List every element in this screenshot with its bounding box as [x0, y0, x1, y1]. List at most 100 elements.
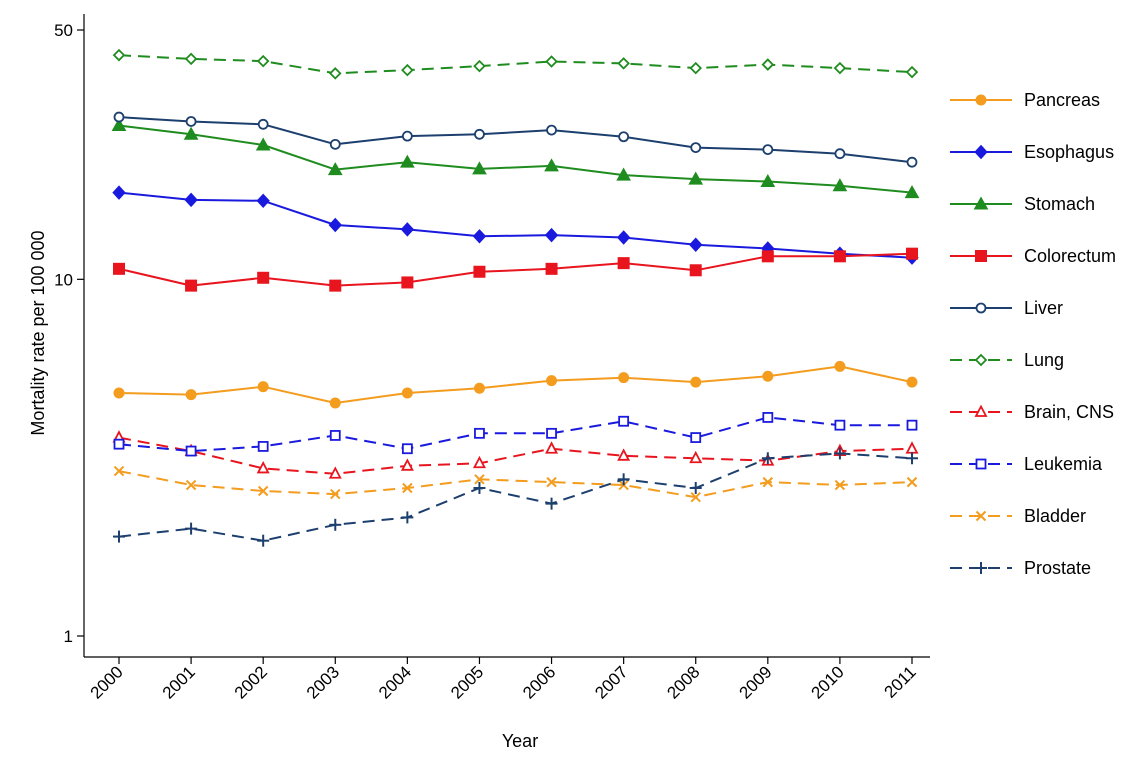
legend-label-brain-cns: Brain, CNS — [1024, 402, 1114, 422]
legend-marker-bladder — [975, 510, 987, 522]
series-lung — [112, 48, 919, 80]
series-colorectum — [113, 247, 918, 292]
legend-marker-leukemia — [975, 458, 987, 470]
point-lung — [112, 48, 126, 62]
point-bladder — [257, 485, 269, 497]
legend-label-bladder: Bladder — [1024, 506, 1086, 526]
point-stomach — [832, 178, 848, 192]
legend-marker-prostate — [975, 562, 987, 574]
x-tick-label: 2008 — [663, 662, 703, 702]
point-liver — [113, 111, 125, 123]
legend-item-prostate: Prostate — [950, 558, 1091, 578]
legend-marker-lung — [974, 353, 988, 367]
point-leukemia — [690, 432, 702, 443]
point-brain-cns — [256, 460, 270, 474]
x-tick-label: 2009 — [735, 662, 775, 702]
point-prostate — [257, 534, 270, 547]
legend-label-esophagus: Esophagus — [1024, 142, 1114, 162]
point-stomach — [616, 167, 631, 181]
series-line-liver — [118, 116, 913, 164]
legend-item-liver: Liver — [950, 298, 1063, 318]
point-prostate — [833, 447, 846, 460]
point-colorectum — [113, 262, 125, 275]
point-prostate — [113, 530, 125, 543]
point-colorectum — [401, 276, 414, 289]
point-pancreas — [762, 370, 774, 382]
point-leukemia — [113, 438, 125, 450]
x-tick-label: 2003 — [303, 662, 343, 702]
series-esophagus — [112, 185, 919, 265]
legend-item-leukemia: Leukemia — [950, 454, 1103, 474]
y-tick-label: 10 — [54, 270, 73, 289]
point-liver — [690, 142, 702, 154]
point-colorectum — [617, 257, 630, 270]
point-lung — [473, 59, 486, 73]
series-line-lung — [118, 54, 913, 75]
legend-label-colorectum: Colorectum — [1024, 246, 1116, 266]
point-esophagus — [616, 230, 631, 245]
legend-item-esophagus: Esophagus — [950, 142, 1114, 162]
point-leukemia — [906, 419, 918, 431]
series-layer — [111, 48, 920, 547]
point-lung — [184, 52, 198, 66]
series-prostate — [113, 447, 918, 547]
point-leukemia — [474, 427, 485, 439]
series-line-bladder — [118, 470, 913, 499]
legend-label-pancreas: Pancreas — [1024, 90, 1100, 110]
point-bladder — [834, 479, 846, 491]
x-tick-label: 2005 — [447, 662, 487, 702]
point-esophagus — [400, 222, 415, 237]
x-tick-label: 2006 — [519, 662, 559, 702]
legend-item-pancreas: Pancreas — [950, 90, 1100, 110]
axes: 1 10 50 2000 2001 2002 2003 2004 2005 2006 2007 200… — [54, 14, 930, 703]
legend-item-colorectum: Colorectum — [950, 246, 1116, 266]
point-colorectum — [906, 247, 918, 260]
point-pancreas — [906, 376, 918, 388]
point-stomach — [760, 174, 776, 188]
series-stomach — [111, 117, 920, 199]
point-brain-cns — [472, 455, 486, 469]
point-stomach — [472, 161, 487, 175]
point-pancreas — [185, 389, 197, 401]
series-line-prostate — [118, 452, 913, 542]
point-leukemia — [762, 412, 774, 423]
point-lung — [833, 61, 847, 75]
point-liver — [906, 156, 918, 168]
point-leukemia — [546, 427, 557, 439]
series-line-pancreas — [118, 365, 913, 404]
series-liver — [113, 111, 918, 168]
point-stomach — [327, 162, 343, 176]
point-esophagus — [256, 193, 270, 209]
point-liver — [329, 138, 341, 150]
legend: Pancreas Esophagus Stomach Colorectum Liver L… — [950, 90, 1116, 578]
legend-marker-esophagus — [974, 144, 988, 160]
legend-item-stomach: Stomach — [950, 194, 1095, 214]
x-tick-label: 2000 — [87, 662, 127, 702]
x-tick-label: 2010 — [808, 662, 848, 702]
point-esophagus — [112, 185, 126, 200]
point-brain-cns — [328, 466, 342, 479]
series-line-esophagus — [118, 191, 913, 259]
series-pancreas — [113, 360, 918, 409]
x-tick-label: 2011 — [881, 662, 920, 701]
legend-label-lung: Lung — [1024, 350, 1064, 370]
point-liver — [834, 148, 846, 160]
point-stomach — [111, 117, 127, 131]
point-lung — [256, 54, 270, 68]
point-prostate — [689, 481, 702, 494]
point-stomach — [544, 158, 559, 172]
point-bladder — [185, 479, 197, 491]
y-tick-label: 1 — [64, 627, 73, 646]
legend-marker-liver — [975, 302, 987, 314]
point-pancreas — [401, 387, 413, 399]
point-bladder — [762, 476, 774, 488]
point-brain-cns — [400, 458, 414, 471]
series-line-stomach — [118, 124, 913, 194]
point-brain-cns — [905, 441, 919, 454]
legend-label-liver: Liver — [1024, 298, 1063, 318]
point-lung — [905, 65, 919, 79]
point-pancreas — [618, 372, 630, 384]
x-tick-label: 2004 — [375, 662, 415, 702]
series-bladder — [113, 465, 918, 503]
